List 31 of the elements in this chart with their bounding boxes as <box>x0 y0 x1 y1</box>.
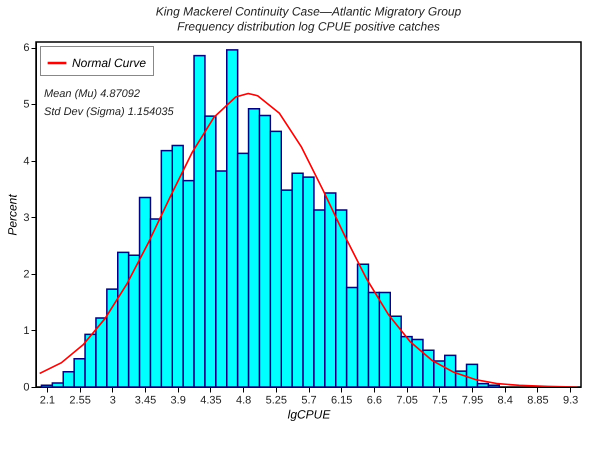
y-tick-label: 1 <box>23 324 30 337</box>
chart-title: King Mackerel Continuity Case—Atlantic Migratory Group <box>156 4 462 19</box>
x-tick-label: 3 <box>110 394 116 406</box>
x-tick-label: 2.55 <box>69 394 91 406</box>
x-tick-label: 7.95 <box>462 394 484 406</box>
y-tick-label: 6 <box>23 42 30 54</box>
x-tick-label: 9.3 <box>562 394 578 406</box>
annotation: Std Dev (Sigma) 1.154035 <box>44 106 175 118</box>
x-tick-label: 8.4 <box>498 394 513 406</box>
x-tick-label: 3.9 <box>170 394 186 406</box>
x-tick-label: 6.15 <box>330 394 352 406</box>
y-tick-label: 0 <box>23 382 30 394</box>
y-tick-label: 5 <box>23 98 30 111</box>
x-tick-label: 7.5 <box>432 394 448 406</box>
y-axis-title: Percent <box>5 194 20 236</box>
x-tick-label: 4.8 <box>236 394 252 406</box>
x-axis-title: lgCPUE <box>288 408 332 422</box>
x-tick-label: 5.7 <box>301 394 317 406</box>
x-tick-label: 5.25 <box>266 394 288 406</box>
x-tick-label: 8.85 <box>527 394 549 406</box>
x-tick-label: 2.1 <box>40 394 56 406</box>
x-tick-label: 7.05 <box>396 394 418 406</box>
y-tick-label: 4 <box>23 155 30 168</box>
y-tick-label: 3 <box>23 212 30 224</box>
chart-subtitle: Frequency distribution log CPUE positive catches <box>177 20 440 34</box>
y-tick-label: 2 <box>23 268 30 280</box>
x-tick-label: 3.45 <box>134 394 156 406</box>
legend-label: Normal Curve <box>72 56 146 70</box>
annotation: Mean (Mu) 4.87092 <box>44 88 140 100</box>
x-tick-label: 6.6 <box>366 394 382 406</box>
x-tick-label: 4.35 <box>200 394 222 406</box>
